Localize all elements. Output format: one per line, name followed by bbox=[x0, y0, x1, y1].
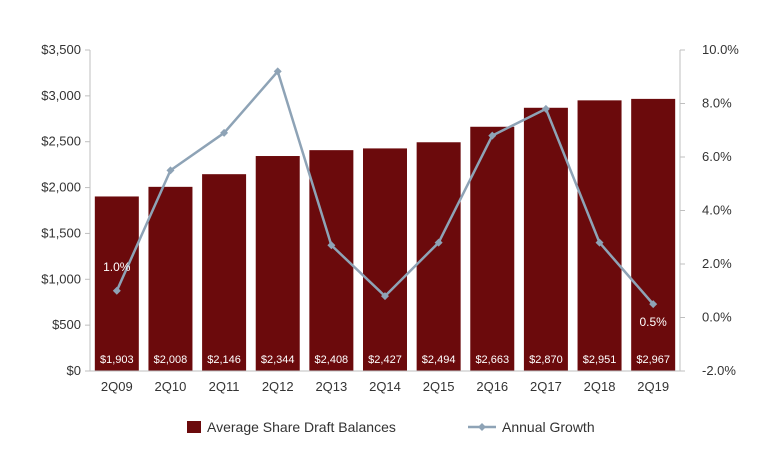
legend-swatch-marker bbox=[478, 423, 486, 431]
line-series bbox=[112, 67, 658, 309]
bar bbox=[363, 148, 407, 371]
y-left-tick-label: $1,000 bbox=[41, 271, 81, 286]
x-tick-label: 2Q19 bbox=[637, 379, 669, 394]
x-tick-label: 2Q15 bbox=[423, 379, 455, 394]
y-left-tick-label: $3,500 bbox=[41, 42, 81, 57]
x-tick-label: 2Q10 bbox=[155, 379, 187, 394]
bar-data-label: $2,344 bbox=[261, 354, 295, 366]
bar-data-label: $2,494 bbox=[422, 354, 456, 366]
y-right-tick-label: -2.0% bbox=[702, 363, 736, 378]
line-annotation-label: 1.0% bbox=[103, 260, 131, 274]
y-right-tick-label: 2.0% bbox=[702, 256, 732, 271]
y-left-tick-label: $2,000 bbox=[41, 180, 81, 195]
line-annotation-label: 0.5% bbox=[640, 315, 668, 329]
y-right-tick-label: 10.0% bbox=[702, 42, 739, 57]
x-tick-label: 2Q16 bbox=[476, 379, 508, 394]
bar-data-label: $2,408 bbox=[315, 354, 349, 366]
x-tick-label: 2Q17 bbox=[530, 379, 562, 394]
x-tick-label: 2Q13 bbox=[315, 379, 347, 394]
y-axis-right: -2.0% 0.0% 2.0% 4.0% 6.0% 8.0% 10.0% bbox=[679, 42, 739, 378]
bar bbox=[631, 98, 676, 371]
x-tick-label: 2Q09 bbox=[101, 379, 133, 394]
bar bbox=[202, 174, 247, 371]
line-point-marker bbox=[220, 128, 229, 137]
bar bbox=[94, 196, 139, 371]
x-tick-label: 2Q14 bbox=[369, 379, 401, 394]
y-right-tick-label: 6.0% bbox=[702, 149, 732, 164]
y-left-tick-label: $0 bbox=[67, 363, 81, 378]
bar-data-label: $2,967 bbox=[636, 354, 670, 366]
bar-data-label: $2,663 bbox=[475, 354, 509, 366]
bar-data-label: $2,870 bbox=[529, 354, 563, 366]
y-left-tick-label: $1,500 bbox=[41, 225, 81, 240]
legend-label-line: Annual Growth bbox=[502, 419, 595, 435]
line-point-marker bbox=[434, 238, 443, 247]
y-left-tick-label: $3,000 bbox=[41, 88, 81, 103]
y-right-tick-label: 4.0% bbox=[702, 203, 732, 218]
bar bbox=[255, 156, 300, 371]
bar bbox=[470, 126, 515, 371]
line-point-marker bbox=[649, 300, 658, 309]
y-right-tick-label: 0.0% bbox=[702, 310, 732, 325]
bar-data-label: $1,903 bbox=[100, 354, 134, 366]
x-tick-label: 2Q11 bbox=[209, 379, 240, 394]
bar-data-label: $2,951 bbox=[583, 354, 617, 366]
bar bbox=[148, 186, 193, 371]
x-tick-label: 2Q12 bbox=[262, 379, 294, 394]
bar-data-labels: $1,903 $2,008 $2,146 $2,344 $2,408 $2,427 $2,4… bbox=[100, 354, 670, 366]
bar-data-label: $2,427 bbox=[368, 354, 402, 366]
line-annotations: 1.0% 0.5% bbox=[103, 260, 667, 329]
x-axis: 2Q09 2Q10 2Q11 2Q12 2Q13 2Q14 2Q15 2Q16 2Q17 2Q18… bbox=[90, 370, 680, 394]
legend: Average Share Draft Balances Annual Growt… bbox=[187, 419, 595, 435]
y-axis-left: $0 $500 $1,000 $1,500 $2,000 $2,500 $3,000 $3,5… bbox=[41, 42, 91, 378]
bar-data-label: $2,008 bbox=[154, 354, 188, 366]
line-point-marker bbox=[381, 292, 389, 301]
bar-data-label: $2,146 bbox=[207, 354, 241, 366]
line-point-marker bbox=[488, 131, 497, 140]
bar bbox=[523, 107, 568, 371]
y-left-tick-label: $500 bbox=[52, 317, 81, 332]
line-point-marker bbox=[273, 67, 282, 76]
y-left-tick-label: $2,500 bbox=[41, 134, 81, 149]
line-point-marker bbox=[112, 286, 121, 295]
x-tick-label: 2Q18 bbox=[584, 379, 616, 394]
line-point-marker bbox=[166, 166, 175, 175]
bar-series bbox=[94, 98, 676, 372]
line-point-marker bbox=[541, 104, 550, 113]
line-point-marker bbox=[327, 241, 336, 250]
legend-swatch-bar bbox=[187, 421, 201, 433]
line-point-marker bbox=[595, 238, 604, 247]
legend-label-bar: Average Share Draft Balances bbox=[207, 419, 396, 435]
bar bbox=[577, 100, 622, 372]
y-right-tick-label: 8.0% bbox=[702, 96, 732, 111]
